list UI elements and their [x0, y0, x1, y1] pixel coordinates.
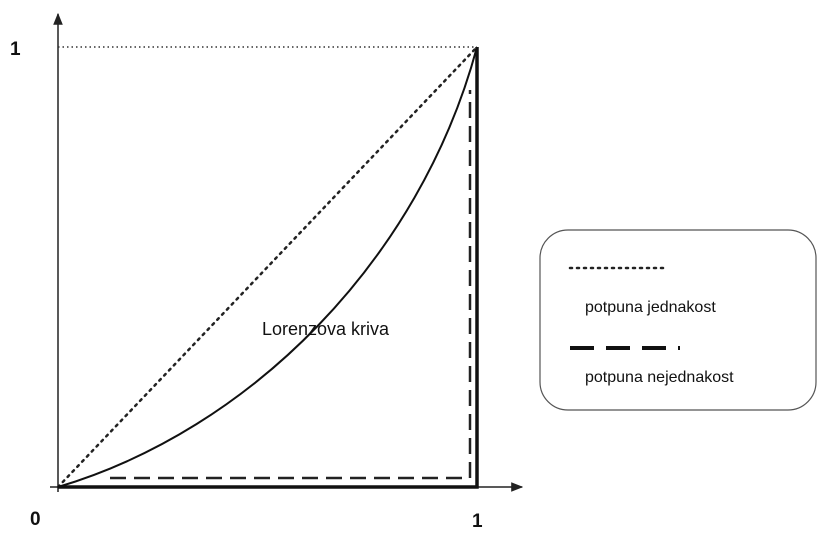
- legend-box: [539, 229, 817, 411]
- equality-line: [56, 45, 479, 489]
- legend-label: potpuna nejednakost: [585, 369, 734, 386]
- inequality-boundary: [58, 47, 479, 489]
- origin-label: 0: [30, 509, 41, 530]
- x-max-label: 1: [472, 511, 483, 532]
- lorenz-curve: [57, 46, 478, 488]
- y-max-label: 1: [10, 39, 21, 60]
- inequality-line: [110, 90, 472, 480]
- legend-label: potpuna jednakost: [585, 299, 716, 316]
- curve-label: Lorenzova kriva: [262, 319, 390, 339]
